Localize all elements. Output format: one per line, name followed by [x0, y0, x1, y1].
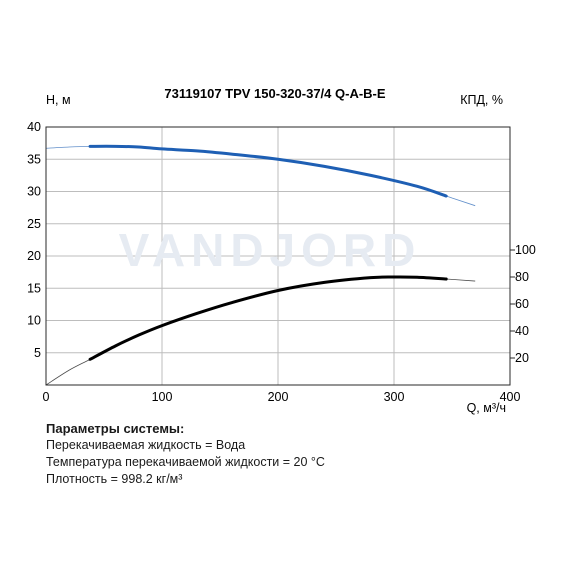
y-axis-left-label: H, м: [46, 93, 71, 107]
y-left-tick-label-0: 5: [34, 346, 41, 360]
x-tick-label-4: 400: [500, 390, 521, 404]
y-left-tick-label-4: 25: [27, 217, 41, 231]
x-axis-label: Q, м³/ч: [467, 401, 506, 415]
x-tick-label-0: 0: [43, 390, 50, 404]
chart-title: 73119107 TPV 150-320-37/4 Q-A-B-E: [164, 86, 385, 101]
x-tick-label-1: 100: [152, 390, 173, 404]
tick-labels: 0 100 200 300 400 5 10 15 20 25 30 35 40 20 40 60 80 100: [27, 120, 536, 404]
efficiency-curve: [88, 275, 448, 361]
y-left-tick-label-7: 40: [27, 120, 41, 134]
y-left-tick-label-6: 35: [27, 152, 41, 166]
y-right-tick-label-0: 20: [515, 351, 529, 365]
x-tick-label-2: 200: [268, 390, 289, 404]
head-curve-thin: [45, 145, 476, 207]
system-parameters-title: Параметры системы:: [46, 421, 185, 436]
y-left-tick-label-2: 15: [27, 281, 41, 295]
chart-svg: VANDJORD 0 100 200 300 400 5 10 15 20 25 30 35 40 20 4…: [27, 86, 536, 415]
system-parameters: Параметры системы: Перекачиваемая жидкос…: [46, 420, 325, 488]
param-temperature: Температура перекачиваемой жидкости = 20…: [46, 455, 325, 469]
y-left-tick-label-3: 20: [27, 249, 41, 263]
y-right-tick-label-3: 80: [515, 270, 529, 284]
param-density: Плотность = 998.2 кг/м³: [46, 472, 183, 486]
x-tick-label-3: 300: [384, 390, 405, 404]
efficiency-curve-thin: [45, 276, 476, 386]
y-left-tick-label-5: 30: [27, 185, 41, 199]
curves: [45, 144, 476, 386]
head-curve: [88, 144, 448, 198]
y-right-tick-label-2: 60: [515, 297, 529, 311]
y-right-tick-label-1: 40: [515, 324, 529, 338]
plot-frame: [45, 126, 511, 386]
watermark-text: VANDJORD: [119, 224, 422, 276]
axes: [45, 126, 515, 386]
y-left-tick-label-1: 10: [27, 314, 41, 328]
pump-curve-chart: VANDJORD 0 100 200 300 400 5 10 15 20 25 30 35 40 20 4…: [27, 86, 536, 415]
y-right-tick-label-4: 100: [515, 243, 536, 257]
param-fluid: Перекачиваемая жидкость = Вода: [46, 438, 246, 452]
y-axis-right-label: КПД, %: [460, 93, 503, 107]
